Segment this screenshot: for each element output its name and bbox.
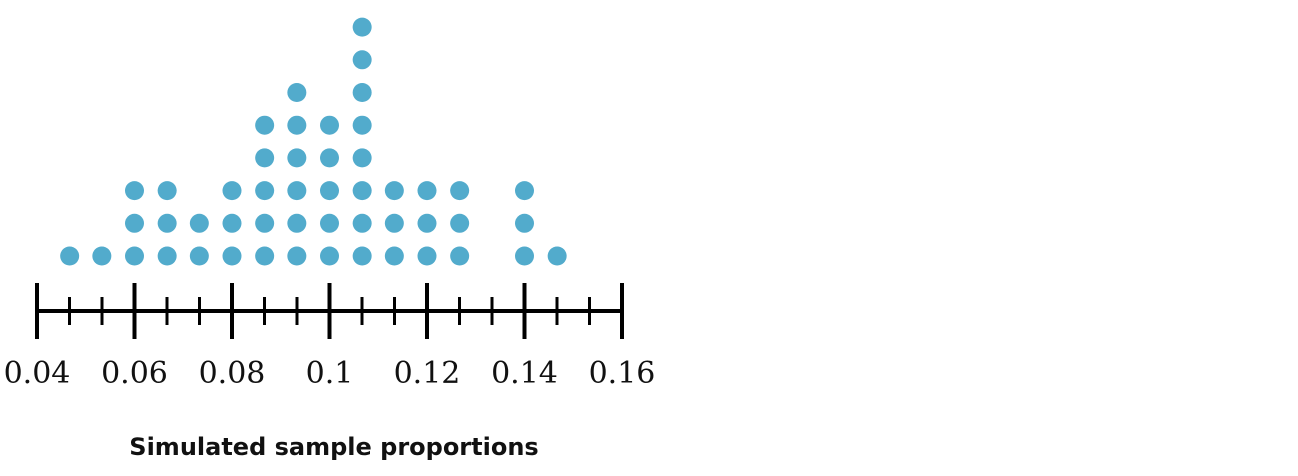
dot xyxy=(450,213,470,233)
dot xyxy=(417,246,437,266)
dot xyxy=(222,181,242,201)
dot xyxy=(515,181,534,201)
dot xyxy=(287,115,307,135)
x-tick-label: 0.16 xyxy=(589,356,656,391)
dot xyxy=(320,115,339,135)
dot xyxy=(515,246,534,266)
dot xyxy=(255,246,275,266)
dot xyxy=(352,17,372,37)
dot xyxy=(255,115,275,135)
dot xyxy=(450,181,470,201)
dot xyxy=(287,83,307,102)
dot xyxy=(352,115,372,135)
dot xyxy=(547,246,567,266)
dot xyxy=(189,246,209,266)
dot xyxy=(125,181,144,201)
x-tick-label: 0.06 xyxy=(101,356,168,391)
dot xyxy=(189,213,209,233)
x-tick-label: 0.08 xyxy=(199,356,266,391)
x-tick-label: 0.1 xyxy=(306,356,354,391)
dot xyxy=(255,181,275,201)
dot xyxy=(92,246,112,266)
dot xyxy=(352,181,372,201)
dot xyxy=(384,181,404,201)
dot xyxy=(125,246,144,266)
dot xyxy=(352,148,372,168)
dot xyxy=(515,213,534,233)
dot xyxy=(287,213,307,233)
dot xyxy=(320,181,339,201)
dot xyxy=(157,213,177,233)
dots-layer xyxy=(60,17,567,266)
dot xyxy=(417,213,437,233)
x-tick-label: 0.14 xyxy=(491,356,558,391)
dot xyxy=(352,246,372,266)
x-axis xyxy=(35,283,624,339)
dot xyxy=(157,246,177,266)
dot xyxy=(287,148,307,168)
dot xyxy=(320,213,339,233)
x-tick-labels: 0.04 0.06 0.08 0.1 0.12 0.14 0.16 xyxy=(4,356,656,391)
dot xyxy=(157,181,177,201)
x-tick-label: 0.04 xyxy=(4,356,71,391)
dot xyxy=(60,246,80,266)
dot xyxy=(222,246,242,266)
dot xyxy=(384,246,404,266)
dot xyxy=(384,213,404,233)
dot xyxy=(287,181,307,201)
dot xyxy=(352,213,372,233)
dot xyxy=(255,148,275,168)
x-axis-title: Simulated sample proportions xyxy=(129,433,538,461)
dot xyxy=(222,213,242,233)
dot xyxy=(352,50,372,70)
dot xyxy=(417,181,437,201)
dot xyxy=(125,213,144,233)
dot xyxy=(255,213,275,233)
dot xyxy=(287,246,307,266)
dot xyxy=(320,246,339,266)
dot xyxy=(320,148,339,168)
dot xyxy=(450,246,470,266)
dot xyxy=(352,83,372,102)
x-tick-label: 0.12 xyxy=(394,356,461,391)
